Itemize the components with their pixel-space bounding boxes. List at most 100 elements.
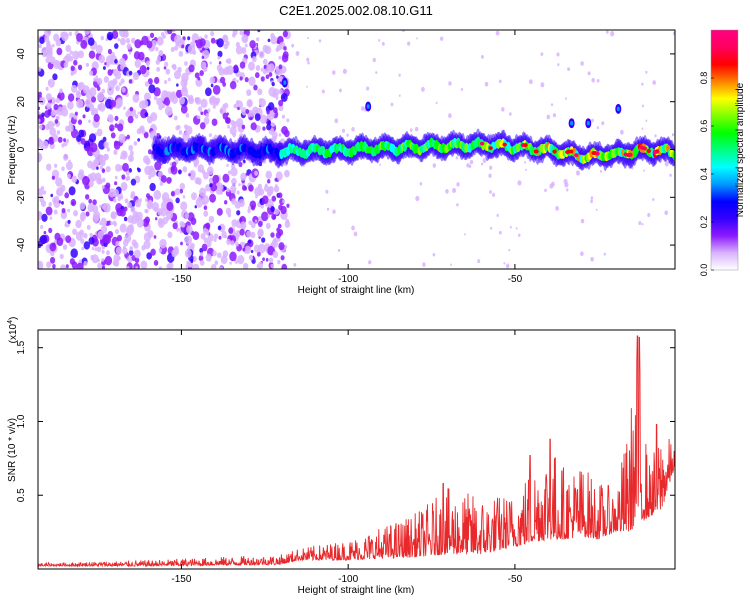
noise-blob: [261, 211, 269, 222]
noise-blob: [77, 82, 83, 90]
noise-blob: [565, 97, 568, 100]
noise-blob: [267, 214, 271, 218]
ridge-hotspot: [591, 151, 596, 156]
noise-blob: [270, 232, 275, 238]
noise-blob: [97, 104, 102, 111]
noise-blob: [117, 123, 124, 132]
noise-blob: [178, 50, 184, 57]
noise-blob: [76, 262, 84, 269]
noise-blob: [223, 186, 227, 191]
noise-blob: [185, 113, 190, 118]
snr-panel: -150 -100 -50 0.5 1.0 1.5 Height of straight…: [7, 317, 676, 596]
noise-blob: [226, 163, 229, 167]
x-tick-label: -150: [171, 274, 191, 285]
noise-blob: [203, 210, 209, 217]
noise-blob: [210, 37, 216, 44]
noise-blob: [208, 215, 215, 223]
noise-blob: [164, 80, 168, 85]
x-tick-label: -100: [338, 274, 358, 285]
noise-blob: [260, 204, 264, 209]
noise-blob: [130, 37, 136, 44]
noise-blob: [260, 76, 265, 82]
noise-blob: [664, 161, 669, 167]
noise-blob: [226, 58, 232, 65]
noise-blob: [227, 124, 231, 129]
noise-blob: [51, 175, 55, 180]
noise-blob: [61, 107, 69, 117]
noise-blob: [379, 163, 382, 166]
noise-blob: [110, 211, 117, 220]
noise-blob: [213, 238, 217, 243]
noise-blob: [128, 168, 133, 173]
noise-blob: [432, 163, 437, 168]
noise-blob: [278, 55, 282, 60]
colorbar-tick-label: 0.8: [699, 72, 709, 85]
noise-blob: [149, 182, 156, 192]
noise-blob: [114, 228, 120, 235]
noise-blob: [120, 78, 125, 84]
noise-blob: [398, 94, 401, 97]
noise-blob: [98, 54, 105, 64]
noise-blob: [58, 200, 62, 204]
noise-blob: [242, 247, 246, 252]
y-tick-label: 1.5: [16, 340, 27, 354]
noise-blob: [468, 164, 472, 168]
noise-blob: [113, 254, 120, 263]
noise-blob: [84, 98, 93, 108]
noise-blob: [170, 46, 175, 53]
noise-blob: [160, 200, 169, 211]
noise-blob: [224, 117, 231, 124]
noise-blob: [236, 190, 240, 195]
noise-blob: [260, 67, 264, 72]
noise-blob: [254, 187, 262, 197]
noise-blob: [38, 212, 43, 218]
noise-blob: [66, 138, 70, 143]
noise-blob: [351, 126, 355, 132]
noise-blob: [234, 259, 239, 264]
noise-blob: [217, 55, 221, 60]
noise-blob: [266, 123, 272, 131]
noise-blob: [567, 67, 571, 72]
noise-blob: [254, 170, 259, 176]
noise-blob: [440, 36, 444, 41]
noise-blob: [236, 210, 241, 216]
noise-blob: [257, 229, 264, 237]
noise-blob: [419, 182, 423, 186]
noise-blob: [247, 206, 252, 211]
noise-blob: [161, 192, 170, 202]
noise-blob: [246, 99, 253, 108]
noise-blob: [176, 227, 180, 232]
noise-blob: [250, 204, 256, 211]
noise-blob: [92, 214, 100, 224]
noise-blob: [275, 171, 283, 181]
noise-blob: [114, 123, 119, 128]
noise-blob: [49, 256, 56, 264]
noise-blob: [126, 43, 132, 50]
noise-blob: [235, 45, 243, 55]
noise-blob: [198, 181, 202, 185]
noise-blob: [262, 58, 268, 65]
noise-blob: [104, 96, 108, 101]
outlier-spot-core: [586, 121, 590, 126]
noise-blob: [217, 252, 222, 259]
noise-blob: [119, 57, 126, 67]
noise-blob: [45, 123, 50, 131]
noise-blob: [107, 80, 116, 90]
noise-blob: [378, 39, 381, 42]
noise-blob: [82, 114, 86, 119]
noise-blob: [150, 248, 156, 256]
noise-blob: [249, 40, 256, 49]
noise-blob: [552, 113, 557, 118]
noise-blob: [517, 233, 521, 237]
noise-blob: [251, 55, 257, 63]
noise-blob: [248, 184, 254, 192]
noise-blob: [273, 107, 278, 114]
noise-blob: [115, 246, 122, 255]
noise-blob: [281, 263, 288, 269]
noise-blob: [61, 200, 64, 205]
noise-blob: [187, 44, 196, 55]
noise-blob: [232, 120, 238, 129]
noise-blob: [281, 125, 288, 135]
noise-blob: [157, 217, 164, 225]
noise-blob: [158, 248, 163, 253]
